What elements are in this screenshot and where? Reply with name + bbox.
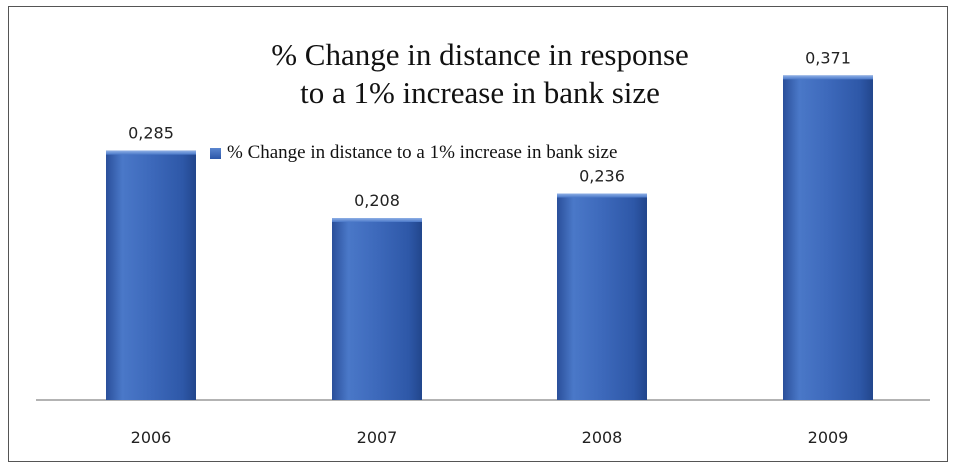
bar-top-highlight-2008 [557,193,647,198]
bar-top-highlight-2006 [106,150,196,155]
bar-top-highlight-2009 [783,75,873,80]
data-label-2008: 0,236 [579,167,625,186]
bar-top-highlight-2007 [332,218,422,222]
legend: % Change in distance to a 1% increase in… [210,142,617,164]
legend-label: % Change in distance to a 1% increase in… [227,142,618,163]
x-tick-label-2006: 2006 [131,428,172,447]
bar-2007 [332,218,422,400]
chart-title: % Change in distance in response to a 1%… [0,36,960,112]
bars-group: 0,285 2006 0,208 2007 0,236 2008 0,371 2009 [106,48,873,447]
legend-swatch [210,147,221,159]
x-tick-label-2008: 2008 [582,428,623,447]
bar-2006 [106,150,196,400]
x-tick-label-2009: 2009 [808,428,849,447]
data-label-2006: 0,285 [128,124,174,143]
chart-title-line-2: to a 1% increase in bank size [300,75,660,110]
x-tick-label-2007: 2007 [357,428,398,447]
chart-title-line-1: % Change in distance in response [271,37,689,72]
data-label-2009: 0,371 [805,48,851,67]
bar-2008 [557,193,647,400]
bar-2009 [783,75,873,400]
data-label-2007: 0,208 [354,191,400,210]
